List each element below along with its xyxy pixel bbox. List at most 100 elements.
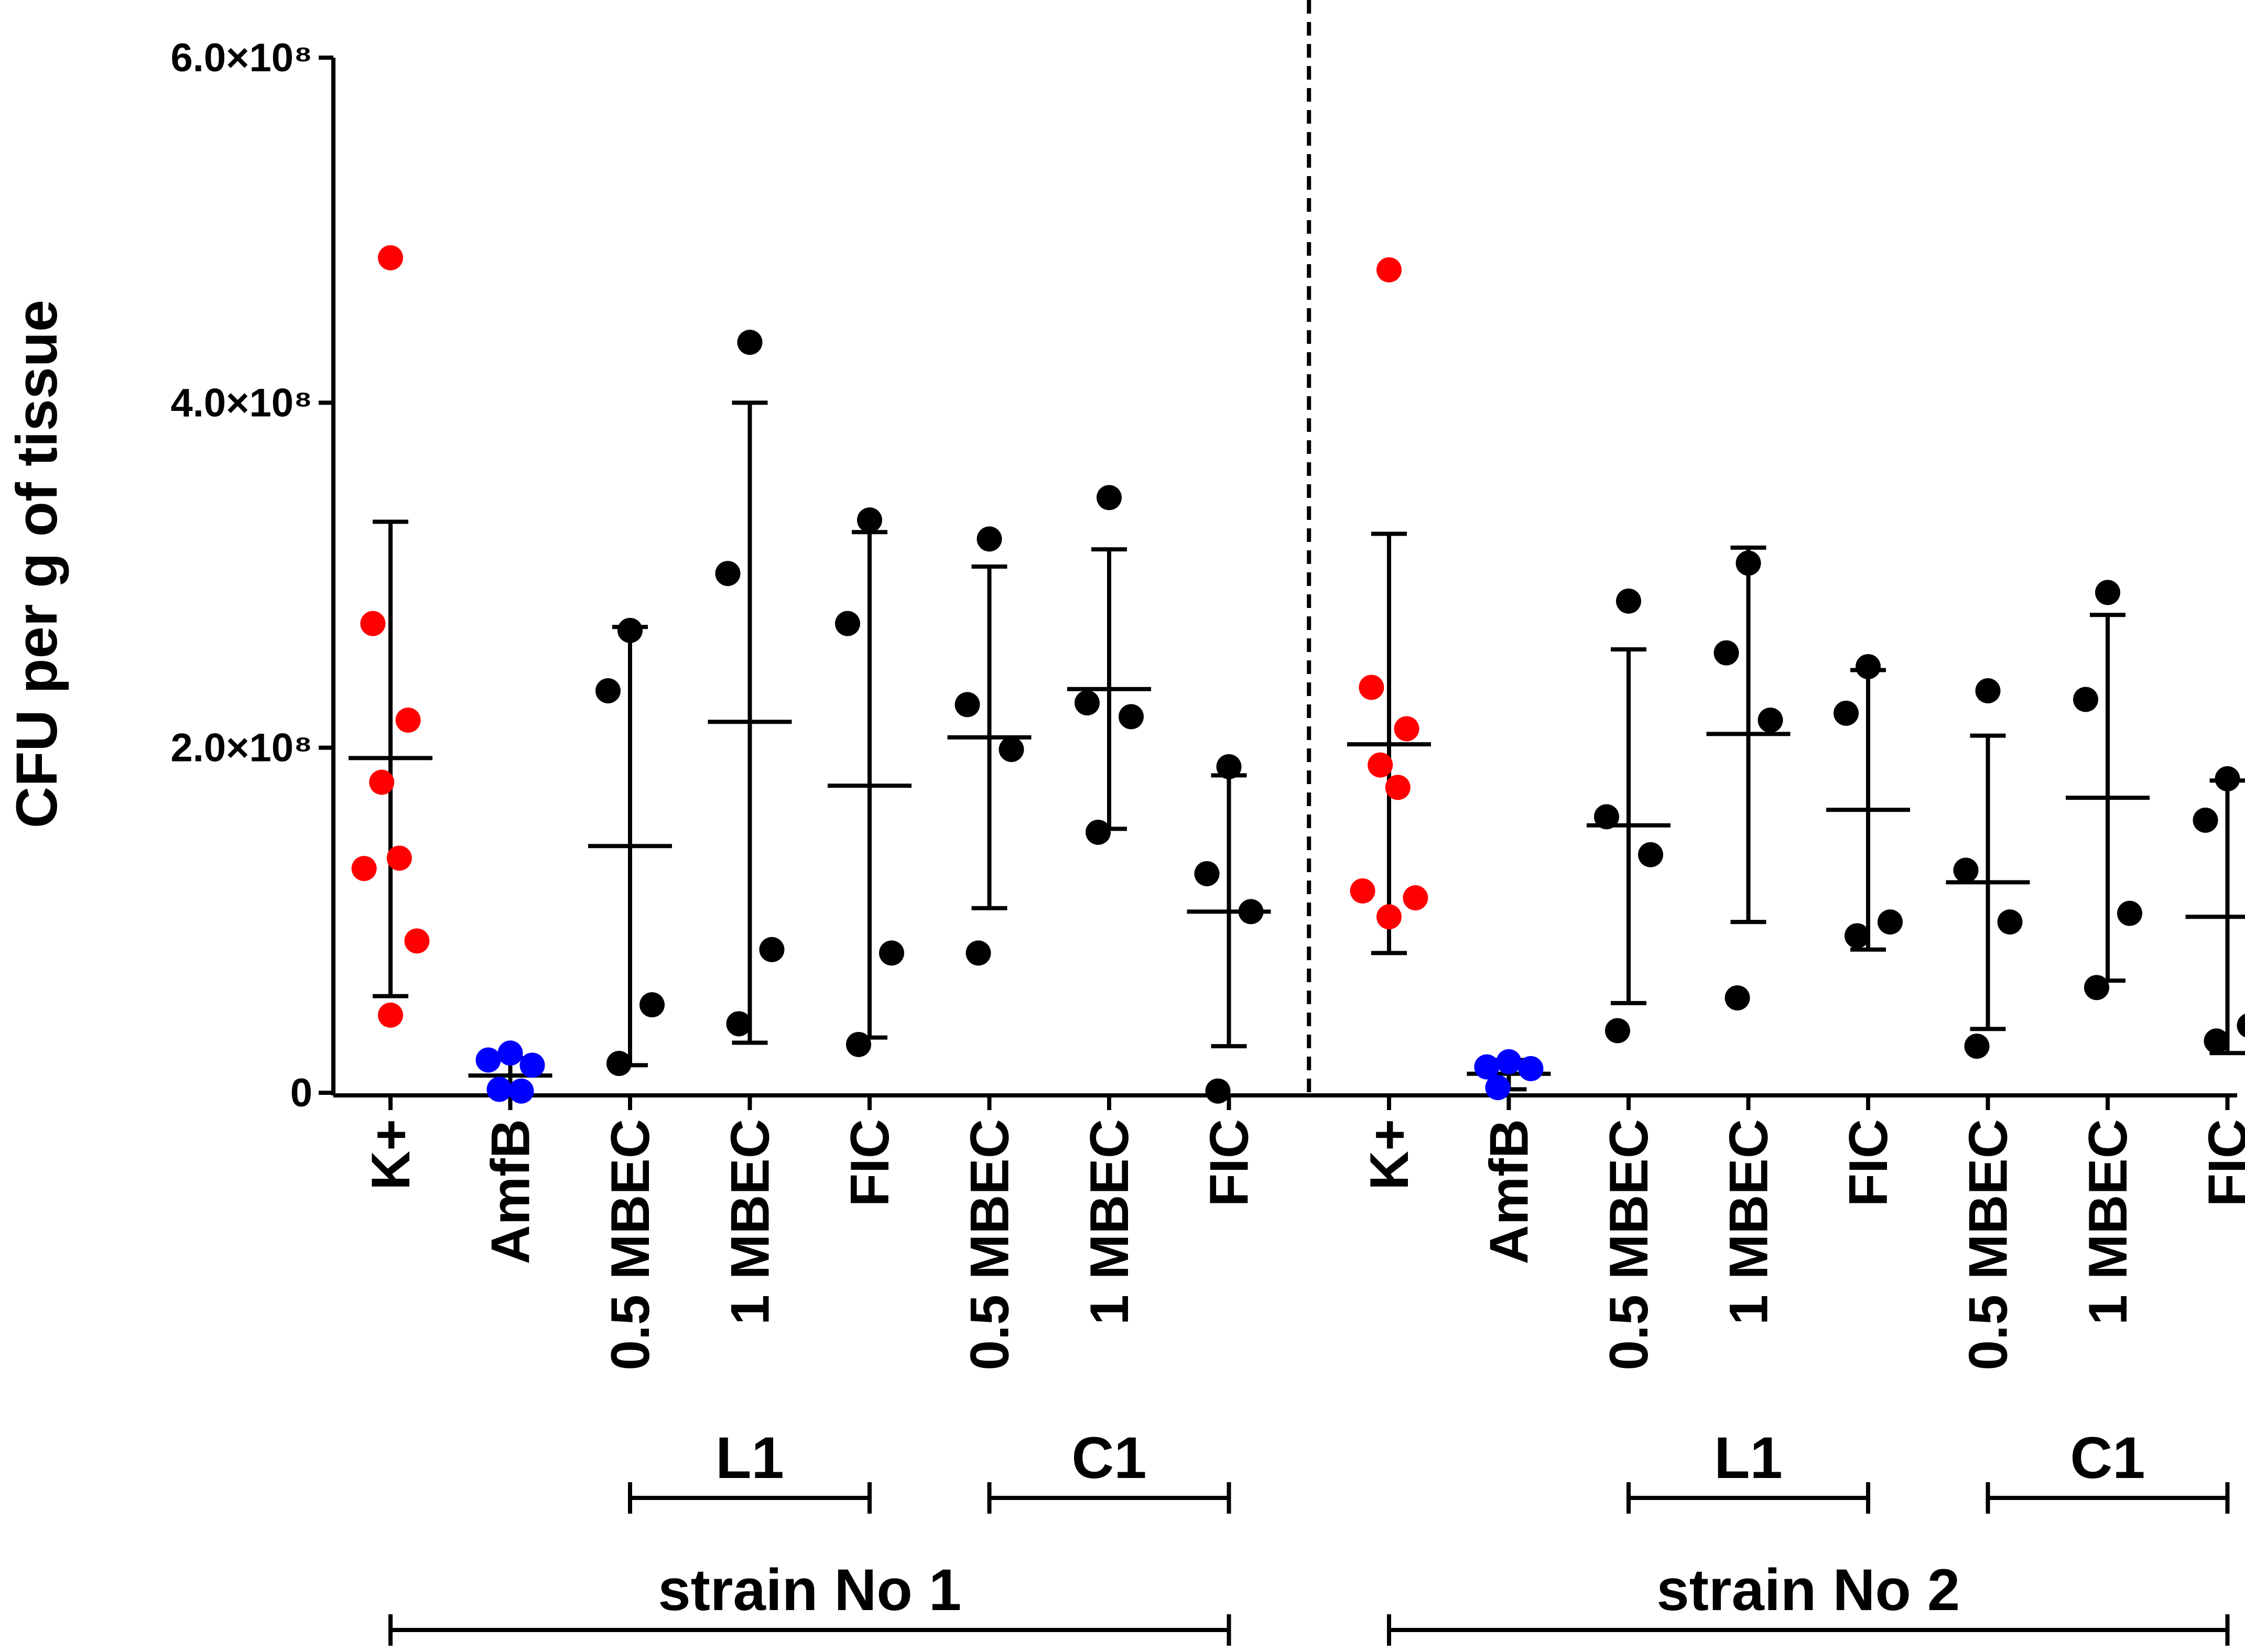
x-tick-label: 1 MBEC <box>720 1119 781 1325</box>
data-point <box>497 1040 523 1066</box>
group-bracket: strain No 1 <box>388 1557 1231 1646</box>
data-point <box>1736 550 1761 576</box>
data-point <box>1376 904 1402 930</box>
data-point <box>999 736 1024 762</box>
data-point <box>1725 985 1750 1010</box>
bracket-label: L1 <box>715 1425 784 1491</box>
axes: 0 2.0×10⁸ 4.0×10⁸ 6.0×10⁸ <box>171 0 2237 1115</box>
x-tick-label: 1 MBEC <box>1719 1119 1780 1325</box>
data-point <box>846 1031 871 1057</box>
x-tick-label: 0.5 MBEC <box>1958 1119 2019 1371</box>
data-point <box>1594 804 1619 830</box>
y-tick-label: 2.0×10⁸ <box>171 726 313 770</box>
data-point <box>955 692 980 718</box>
data-point <box>519 1052 545 1078</box>
series-group <box>1067 485 1151 845</box>
group-bracket: C1 <box>1986 1425 2230 1514</box>
series-group <box>349 245 432 1028</box>
series-group <box>2066 580 2150 1001</box>
x-tick-label: AmfB <box>1479 1119 1540 1264</box>
group-brackets: L1 C1 L1 C1 strain No 1 strain No 2 <box>388 1425 2230 1646</box>
data-point <box>1485 1075 1511 1101</box>
data-point <box>857 507 882 533</box>
data-point <box>1097 485 1122 510</box>
data-point <box>395 708 421 733</box>
x-tick-label: K+ <box>1359 1119 1420 1190</box>
y-tick-label: 4.0×10⁸ <box>171 381 313 425</box>
data-point <box>1205 1078 1231 1104</box>
series-group <box>947 526 1032 966</box>
data-point <box>2204 1028 2229 1054</box>
data-point <box>378 1002 403 1028</box>
data-point <box>1616 588 1641 614</box>
data-point <box>2237 1014 2245 1038</box>
series-group <box>1187 754 1271 1104</box>
data-point <box>378 245 403 270</box>
data-point <box>1964 1034 1990 1059</box>
y-tick-label: 6.0×10⁸ <box>171 36 313 80</box>
series-group <box>708 330 792 1045</box>
y-tick-label: 0 <box>290 1071 312 1115</box>
x-tick-label: 0.5 MBEC <box>1599 1119 1660 1371</box>
data-point <box>879 940 904 966</box>
data-point <box>1758 708 1783 733</box>
series-group <box>588 617 672 1077</box>
bracket-label: C1 <box>2070 1425 2145 1491</box>
x-tick-label: FIC <box>2198 1119 2245 1207</box>
data-point <box>1474 1054 1500 1080</box>
data-point <box>1385 775 1411 800</box>
group-bracket: L1 <box>1626 1425 1870 1514</box>
x-tick-label: 1 MBEC <box>1079 1119 1140 1325</box>
data-point <box>2084 975 2109 1001</box>
series-group <box>1706 545 1791 1010</box>
data-point <box>1997 909 2023 935</box>
group-bracket: L1 <box>628 1425 872 1514</box>
data-point <box>360 611 386 636</box>
data-point <box>606 1051 632 1077</box>
data-point <box>1359 675 1384 700</box>
data-point <box>1518 1056 1544 1081</box>
data-point <box>639 992 665 1018</box>
data-point <box>508 1078 534 1104</box>
data-point <box>369 769 395 795</box>
bracket-label: C1 <box>1071 1425 1146 1491</box>
data-point <box>1496 1049 1522 1074</box>
series-group <box>1946 678 2030 1059</box>
data-point <box>1119 704 1144 730</box>
data-point <box>1216 754 1242 779</box>
data-point <box>977 526 1002 552</box>
data-point <box>835 611 860 636</box>
data-point <box>2095 580 2120 605</box>
data-point <box>404 928 430 954</box>
data-point <box>1845 923 1870 949</box>
x-tick-label: FIC <box>1838 1119 1899 1207</box>
group-bracket: C1 <box>987 1425 1231 1514</box>
x-tick-label: FIC <box>1199 1119 1260 1207</box>
data-point <box>737 330 763 355</box>
data-point <box>2117 900 2142 926</box>
data-point <box>759 937 785 962</box>
series-group <box>1467 1049 1551 1101</box>
bracket-label: strain No 1 <box>658 1557 961 1623</box>
data-point <box>386 845 412 871</box>
data-point <box>1638 842 1663 867</box>
group-bracket: strain No 2 <box>1387 1557 2230 1646</box>
data-point <box>1605 1018 1630 1044</box>
bracket-label: strain No 2 <box>1656 1557 1960 1623</box>
data-point <box>726 1011 752 1037</box>
x-tick-label: AmfB <box>481 1119 541 1264</box>
data-point <box>1403 885 1428 911</box>
series-group <box>468 1040 552 1104</box>
data-point <box>351 856 377 882</box>
data-point <box>2215 766 2240 791</box>
x-tick-label: K+ <box>361 1119 421 1190</box>
data-point <box>486 1077 512 1102</box>
data-point <box>595 678 621 704</box>
series-group <box>2185 766 2245 1056</box>
data-point <box>1834 700 1859 726</box>
x-tick-label: 1 MBEC <box>2078 1119 2139 1325</box>
series-group <box>1587 588 1671 1044</box>
x-tick-label: 0.5 MBEC <box>600 1119 661 1371</box>
plot-area <box>349 245 2245 1104</box>
data-point <box>1086 819 1111 845</box>
